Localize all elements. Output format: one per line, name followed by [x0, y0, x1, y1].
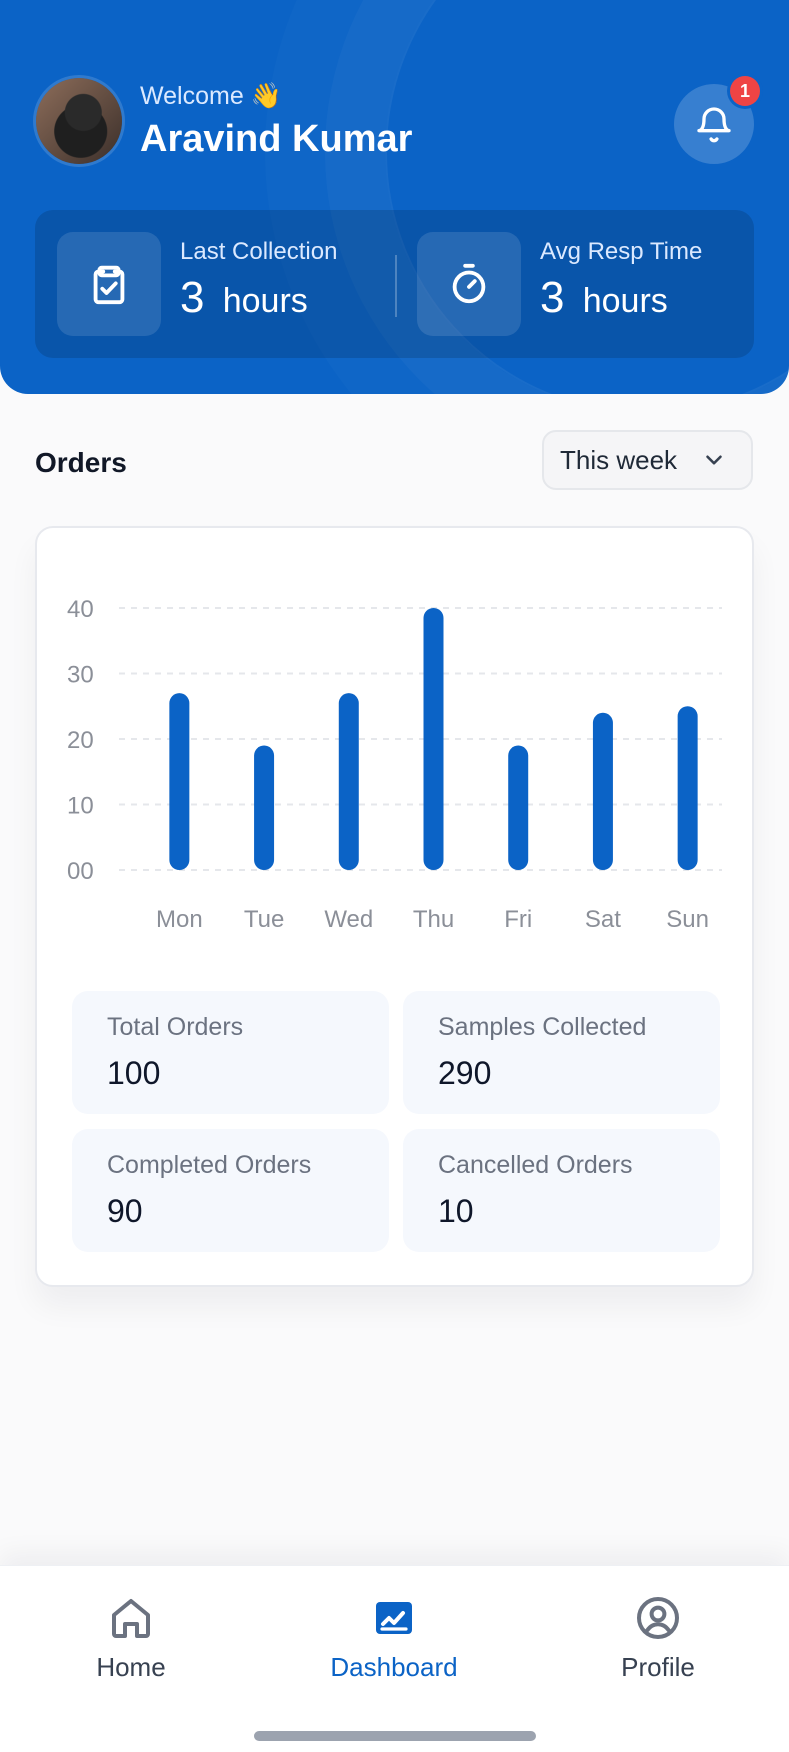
header: Welcome 👋 Aravind Kumar 1 Last Collectio… — [0, 0, 789, 394]
stopwatch-icon — [452, 263, 486, 304]
x-tick-label: Fri — [504, 906, 532, 933]
home-indicator — [254, 1731, 536, 1741]
y-tick-label: 00 — [67, 858, 94, 885]
cancelled-orders-label: Cancelled Orders — [438, 1151, 633, 1179]
x-tick-label: Sat — [585, 906, 621, 933]
nav-profile[interactable]: Profile — [548, 1594, 768, 1704]
bar-tue[interactable] — [254, 745, 275, 870]
avatar[interactable] — [36, 78, 122, 164]
y-tick-label: 20 — [67, 727, 94, 754]
nav-home[interactable]: Home — [21, 1594, 241, 1704]
nav-dashboard[interactable]: Dashboard — [284, 1594, 504, 1704]
chevron-down-icon — [706, 455, 722, 465]
x-tick-label: Tue — [244, 906, 284, 933]
stats-panel: Last Collection 3 hours Avg Resp Time 3 … — [35, 210, 754, 358]
last-collection-value: 3 hours — [180, 276, 308, 320]
cancelled-orders-tile: Cancelled Orders 10 — [403, 1129, 720, 1252]
bar-mon[interactable] — [169, 693, 190, 870]
total-orders-tile: Total Orders 100 — [72, 991, 389, 1114]
clipboard-check-icon — [93, 265, 125, 305]
stats-divider — [395, 255, 397, 317]
y-tick-label: 30 — [67, 662, 94, 689]
last-collection-unit: hours — [222, 282, 308, 320]
nav-dashboard-label: Dashboard — [330, 1652, 458, 1682]
home-icon — [112, 1599, 150, 1638]
samples-collected-label: Samples Collected — [438, 1013, 647, 1041]
bar-wed[interactable] — [338, 693, 359, 870]
bar-thu[interactable] — [423, 608, 444, 870]
x-tick-label: Mon — [156, 906, 203, 933]
last-collection-number: 3 — [180, 273, 205, 322]
orders-bar-chart: 00 10 20 30 40 Mon Tue Wed Thu Fri Sat Sun — [67, 596, 722, 933]
period-dropdown-value: This week — [560, 444, 678, 475]
bar-sat[interactable] — [592, 712, 613, 870]
period-dropdown[interactable]: This week — [542, 430, 753, 490]
user-name: Aravind Kumar — [140, 118, 413, 160]
bell-icon — [697, 107, 731, 143]
orders-card: 00 10 20 30 40 Mon Tue Wed Thu Fri Sat Sun Total Or… — [35, 526, 754, 1287]
total-orders-label: Total Orders — [107, 1013, 244, 1041]
x-tick-label: Wed — [324, 906, 373, 933]
y-tick-label: 40 — [67, 596, 94, 623]
samples-collected-tile: Samples Collected 290 — [403, 991, 720, 1114]
welcome-text: Welcome 👋 — [140, 82, 282, 110]
x-tick-label: Sun — [666, 906, 709, 933]
chart-icon — [376, 1602, 412, 1634]
y-tick-label: 10 — [67, 793, 94, 820]
avg-resp-time-unit: hours — [582, 282, 668, 320]
avg-resp-time-label: Avg Resp Time — [540, 238, 703, 265]
notification-badge: 1 — [730, 76, 760, 106]
completed-orders-label: Completed Orders — [107, 1151, 312, 1179]
bar-sun[interactable] — [677, 706, 698, 870]
user-circle-icon — [637, 1597, 679, 1639]
x-tick-label: Thu — [413, 906, 454, 933]
last-collection-label: Last Collection — [180, 238, 338, 265]
total-orders-value: 100 — [107, 1055, 161, 1091]
nav-profile-label: Profile — [621, 1652, 695, 1682]
avg-resp-time-value: 3 hours — [540, 276, 668, 320]
samples-collected-value: 290 — [438, 1055, 492, 1091]
avg-resp-time-icon-box — [417, 232, 521, 336]
orders-summary: Total Orders 100 Samples Collected 290 C… — [72, 991, 721, 1252]
bottom-navigation: Home Dashboard Profile — [0, 1565, 789, 1752]
cancelled-orders-value: 10 — [438, 1193, 474, 1229]
last-collection-icon-box — [57, 232, 161, 336]
bar-fri[interactable] — [508, 745, 529, 870]
completed-orders-tile: Completed Orders 90 — [72, 1129, 389, 1252]
orders-title: Orders — [35, 447, 127, 478]
completed-orders-value: 90 — [107, 1193, 143, 1229]
avg-resp-time-number: 3 — [540, 273, 565, 322]
nav-home-label: Home — [96, 1652, 166, 1682]
